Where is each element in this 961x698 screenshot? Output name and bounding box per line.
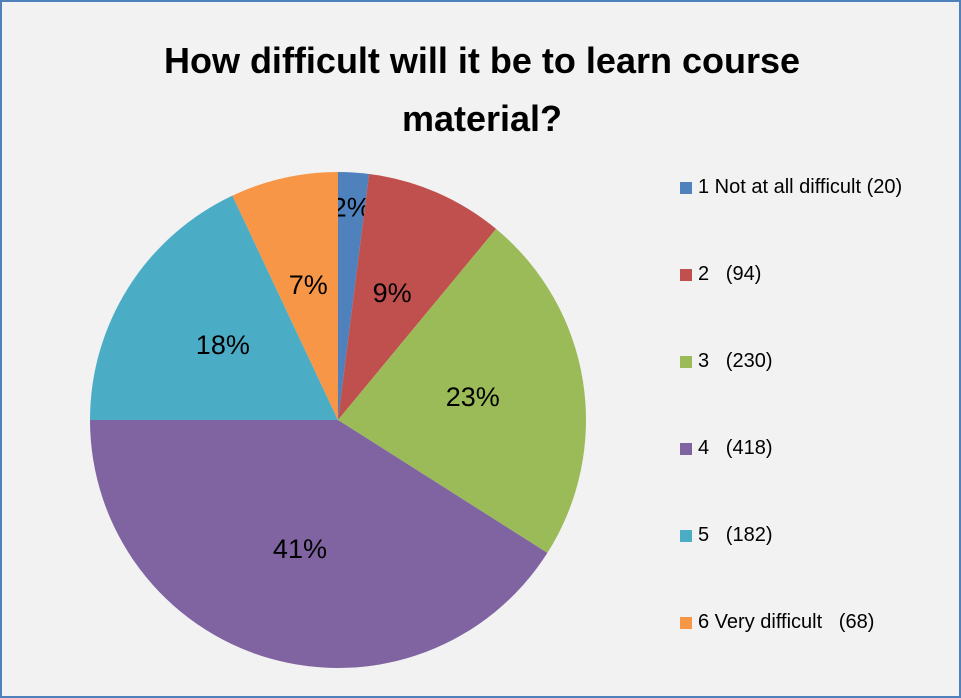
legend-swatch xyxy=(680,182,692,194)
legend-label: 6 Very difficult (68) xyxy=(698,611,875,633)
pie-slice xyxy=(232,172,338,420)
legend-label: 5 (182) xyxy=(698,524,773,546)
legend-item: 1 Not at all difficult (20) xyxy=(680,172,950,259)
legend-item: 3 (230) xyxy=(680,346,950,433)
legend-item: 6 Very difficult (68) xyxy=(680,607,950,694)
pie-slice xyxy=(338,228,586,553)
legend-swatch xyxy=(680,530,692,542)
legend-item: 2 (94) xyxy=(680,259,950,346)
legend-label: 3 (230) xyxy=(698,350,773,372)
legend: 1 Not at all difficult (20) 2 (94) 3 (230)… xyxy=(680,172,950,694)
legend-label: 4 (418) xyxy=(698,437,773,459)
pie-slice xyxy=(338,173,497,420)
legend-swatch xyxy=(680,269,692,281)
data-label: 41% xyxy=(273,534,327,564)
legend-swatch xyxy=(680,617,692,629)
pie-slice xyxy=(338,172,370,420)
legend-label: 1 Not at all difficult (20) xyxy=(698,176,903,198)
legend-item: 5 (182) xyxy=(680,520,950,607)
legend-label: 2 (94) xyxy=(698,263,762,285)
legend-swatch xyxy=(680,356,692,368)
legend-swatch xyxy=(680,443,692,455)
data-label: 9% xyxy=(373,278,412,308)
chart-title: How difficult will it be to learn course… xyxy=(163,40,801,139)
data-label: 7% xyxy=(289,270,328,300)
data-label: 18% xyxy=(196,330,250,360)
pie-slice xyxy=(90,195,338,420)
data-label: 23% xyxy=(446,382,500,412)
legend-item: 4 (418) xyxy=(680,433,950,520)
pie-slice xyxy=(90,420,548,668)
